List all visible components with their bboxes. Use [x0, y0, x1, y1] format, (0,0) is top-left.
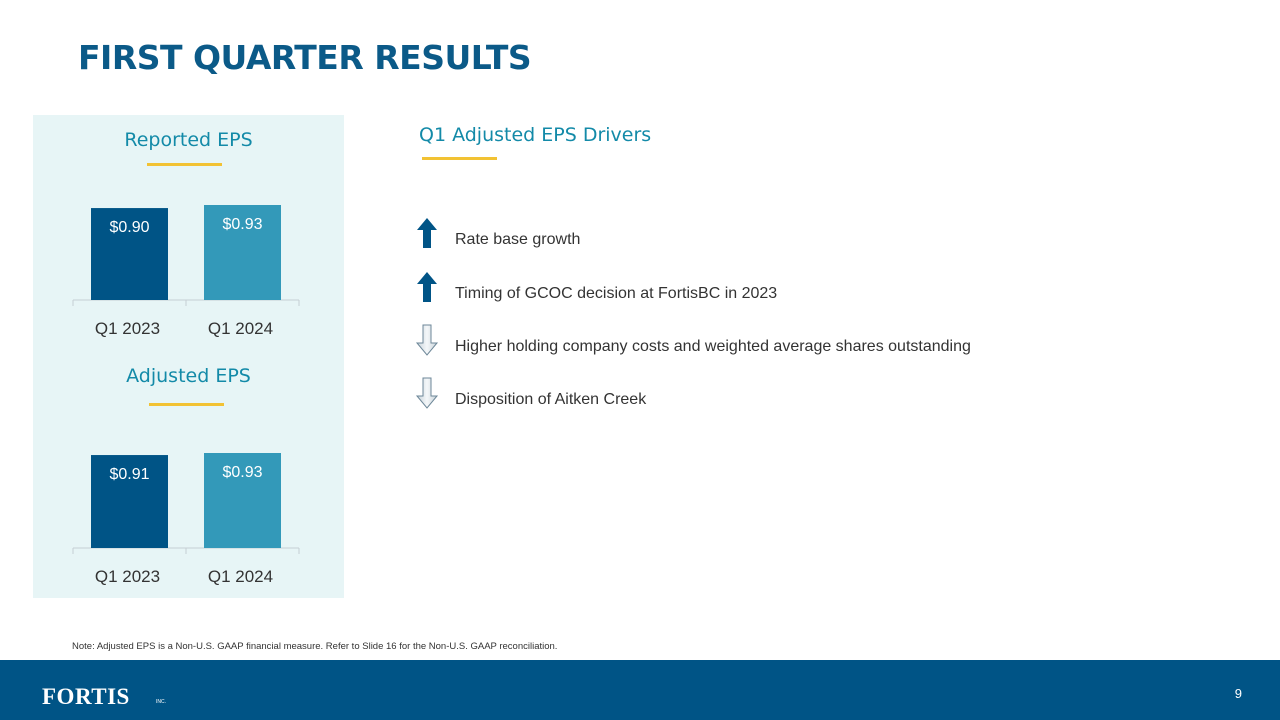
bar-q1-2024: [204, 205, 281, 300]
driver-text: Disposition of Aitken Creek: [455, 391, 647, 408]
logo-wordmark: FORTIS: [42, 684, 130, 709]
slide-title: FIRST QUARTER RESULTS: [78, 38, 532, 77]
footer-bar: FORTIS INC. 9: [0, 660, 1280, 720]
driver-item: Disposition of Aitken Creek: [414, 376, 1114, 412]
x-tick-label: Q1 2024: [208, 567, 273, 586]
bar-data-label: $0.93: [222, 464, 262, 481]
bar-q1-2023: [91, 208, 168, 300]
drivers-underline: [422, 157, 497, 160]
x-tick-label: Q1 2023: [95, 567, 160, 586]
arrow-up-icon: [417, 272, 437, 302]
driver-text: Timing of GCOC decision at FortisBC in 2…: [455, 285, 778, 302]
arrow-down-icon: [415, 377, 439, 409]
driver-item: Higher holding company costs and weighte…: [414, 323, 1114, 359]
arrow-down-icon: [415, 324, 439, 356]
reported-eps-underline: [147, 163, 222, 166]
reported-eps-bars: $0.90 Q1 2023 $0.93 Q1 2024: [72, 205, 300, 338]
adjusted-eps-underline: [149, 403, 224, 406]
driver-text: Higher holding company costs and weighte…: [455, 338, 971, 355]
bar-data-label: $0.90: [109, 219, 149, 236]
bar-q1-2023: [91, 455, 168, 548]
bar-q1-2024: [204, 453, 281, 548]
reported-eps-title: Reported EPS: [124, 129, 253, 151]
arrow-up-icon: [417, 218, 437, 248]
eps-charts-panel: Reported EPS $0.90 Q1 2023 $0.93 Q1 2024 Ad…: [33, 115, 344, 598]
adjusted-eps-title: Adjusted EPS: [126, 365, 251, 387]
adjusted-eps-bars: $0.91 Q1 2023 $0.93 Q1 2024: [72, 453, 300, 586]
x-tick-label: Q1 2023: [95, 319, 160, 338]
page-number: 9: [1234, 686, 1242, 701]
bar-data-label: $0.91: [109, 466, 149, 483]
driver-item: Rate base growth: [414, 216, 1114, 252]
bar-data-label: $0.93: [222, 216, 262, 233]
drivers-heading: Q1 Adjusted EPS Drivers: [419, 124, 652, 146]
logo-suffix: INC.: [156, 699, 166, 705]
driver-item: Timing of GCOC decision at FortisBC in 2…: [414, 270, 1114, 306]
x-tick-label: Q1 2024: [208, 319, 273, 338]
footnote: Note: Adjusted EPS is a Non-U.S. GAAP fi…: [72, 641, 558, 652]
driver-text: Rate base growth: [455, 231, 581, 248]
